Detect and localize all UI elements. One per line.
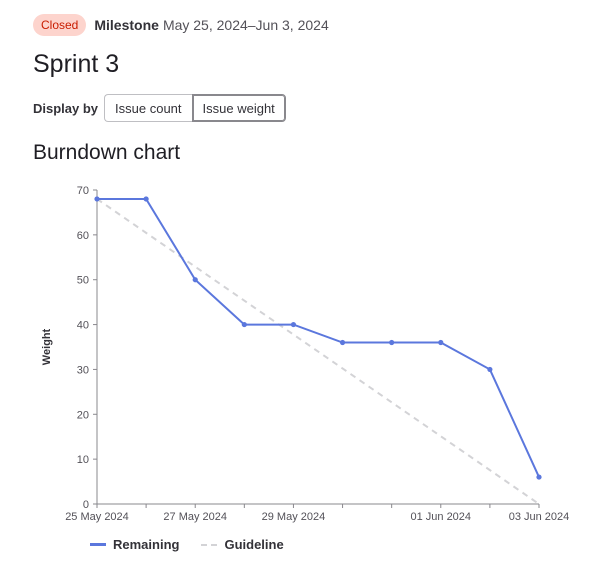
x-tick-label: 27 May 2024 (163, 511, 227, 523)
remaining-data-point (389, 339, 395, 346)
y-axis-title: Weight (41, 328, 53, 365)
issue-weight-button[interactable]: Issue weight (191, 94, 286, 122)
display-by-label: Display by (33, 100, 99, 116)
remaining-data-point (192, 277, 198, 283)
x-tick-label: 03 Jun 2024 (509, 511, 570, 523)
remaining-data-point (536, 474, 542, 480)
section-title: Burndown chart (33, 141, 181, 164)
x-tick-label: 29 May 2024 (262, 511, 326, 523)
legend-label-guideline: Guideline (224, 537, 284, 552)
milestone-label: Milestone (94, 17, 159, 33)
x-tick-label: 01 Jun 2024 (410, 511, 471, 523)
y-tick-label: 20 (77, 409, 89, 421)
legend-item-guideline[interactable]: Guideline (201, 537, 284, 552)
display-by-button-group: Issue count Issue weight (104, 94, 286, 122)
issue-count-button[interactable]: Issue count (104, 94, 192, 122)
remaining-data-point (143, 196, 149, 202)
legend-item-remaining[interactable]: Remaining (90, 537, 179, 552)
remaining-data-point (438, 339, 444, 346)
remaining-data-point (487, 366, 493, 373)
y-tick-label: 50 (77, 275, 89, 287)
y-tick-label: 10 (77, 454, 89, 466)
burndown-chart: 0 10 20 30 40 50 60 70 25 May 2024 27 May 2024 29 … (41, 185, 570, 523)
y-tick-label: 0 (83, 499, 89, 511)
x-tick-label: 25 May 2024 (65, 511, 129, 523)
chart-legend: Remaining Guideline (90, 537, 306, 552)
remaining-swatch (90, 543, 106, 546)
y-tick-label: 60 (77, 230, 89, 242)
display-by-control: Display by Issue count Issue weight (33, 94, 286, 122)
guideline-series-line (96, 198, 540, 505)
milestone-dates: May 25, 2024–Jun 3, 2024 (162, 17, 329, 33)
guideline-swatch (201, 543, 218, 546)
remaining-data-point (339, 339, 346, 346)
page-title: Sprint 3 (33, 50, 120, 78)
milestone-header: Closed Milestone May 25, 2024–Jun 3, 202… (33, 14, 329, 36)
remaining-data-point (290, 321, 297, 328)
remaining-data-point (241, 321, 247, 328)
legend-label-remaining: Remaining (113, 537, 180, 552)
remaining-data-point (94, 196, 100, 202)
y-tick-label: 30 (77, 364, 89, 376)
y-tick-label: 70 (77, 185, 89, 197)
remaining-series-line (97, 197, 540, 478)
y-tick-label: 40 (77, 320, 89, 332)
status-badge: Closed (33, 14, 87, 36)
